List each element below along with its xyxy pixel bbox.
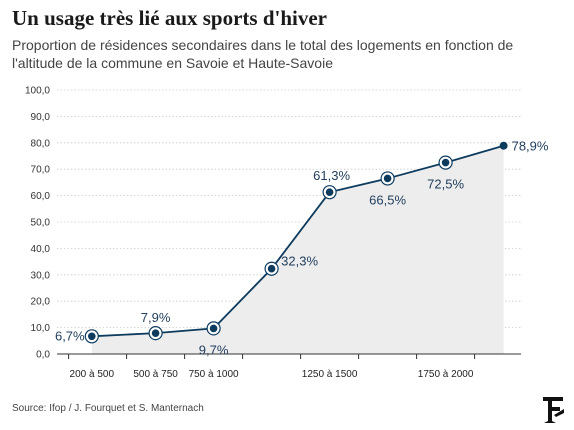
y-tick-label: 80,0 — [31, 138, 51, 149]
data-label: 6,7% — [55, 328, 85, 343]
data-label: 72,5% — [427, 177, 464, 192]
y-tick-label: 30,0 — [31, 270, 51, 281]
x-tick-label: 750 à 1000 — [189, 369, 239, 380]
data-label: 9,7% — [199, 342, 229, 357]
data-point — [380, 171, 395, 186]
x-tick-label: 500 à 750 — [133, 369, 178, 380]
source-note: Source: Ifop / J. Fourquet et S. Mantern… — [12, 403, 204, 414]
x-tick-label: 200 à 500 — [70, 369, 115, 380]
data-label: 61,3% — [313, 168, 350, 183]
data-point — [499, 141, 508, 150]
data-point — [264, 261, 279, 276]
y-tick-label: 50,0 — [31, 218, 51, 229]
x-tick-label: 1750 à 2000 — [418, 369, 474, 380]
x-tick-labels: 200 à 500 500 à 750 750 à 1000 1250 à 1500 1… — [70, 369, 474, 380]
chart-title: Un usage très lié aux sports d'hiver — [12, 6, 327, 30]
data-points — [84, 141, 508, 344]
y-tick-label: 60,0 — [31, 191, 51, 202]
line-chart: 0,0 10,0 20,0 30,0 40,0 50,0 60,0 70,0 80,0 90,0 1… — [25, 86, 549, 381]
chart-subtitle: Proportion de résidences secondaires dan… — [12, 37, 514, 71]
y-tick-label: 10,0 — [31, 323, 51, 334]
le-figaro-logo-icon — [543, 397, 564, 423]
x-tick-marks — [68, 354, 476, 359]
y-tick-label: 40,0 — [31, 244, 51, 255]
data-label: 66,5% — [369, 192, 406, 207]
x-tick-label: 1250 à 1500 — [302, 369, 358, 380]
data-point — [438, 155, 453, 170]
area-fill — [91, 145, 504, 354]
y-tick-label: 20,0 — [31, 297, 51, 308]
data-label: 7,9% — [141, 310, 171, 325]
y-tick-label: 0,0 — [36, 350, 50, 361]
data-point — [206, 321, 221, 336]
data-point — [84, 329, 99, 344]
data-point — [148, 326, 163, 341]
y-tick-label: 90,0 — [31, 112, 51, 123]
data-labels: 6,7% 7,9% 9,7% 32,3% 61,3% 66,5% 72,5% 78,9% — [55, 139, 549, 358]
data-label: 32,3% — [281, 254, 318, 269]
y-tick-label: 70,0 — [31, 165, 51, 176]
y-tick-labels: 0,0 10,0 20,0 30,0 40,0 50,0 60,0 70,0 80,0 90,0 1… — [25, 86, 50, 361]
y-tick-label: 100,0 — [25, 86, 50, 97]
series-line — [91, 144, 504, 338]
data-label: 78,9% — [512, 139, 549, 154]
data-point — [322, 185, 337, 200]
